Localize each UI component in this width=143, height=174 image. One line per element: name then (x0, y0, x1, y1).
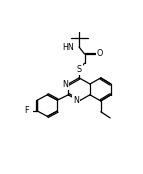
Text: S: S (77, 65, 82, 74)
Text: F: F (24, 106, 29, 116)
Text: HN: HN (63, 43, 75, 52)
Text: N: N (62, 80, 68, 89)
Text: N: N (73, 96, 79, 105)
Text: O: O (97, 49, 103, 58)
